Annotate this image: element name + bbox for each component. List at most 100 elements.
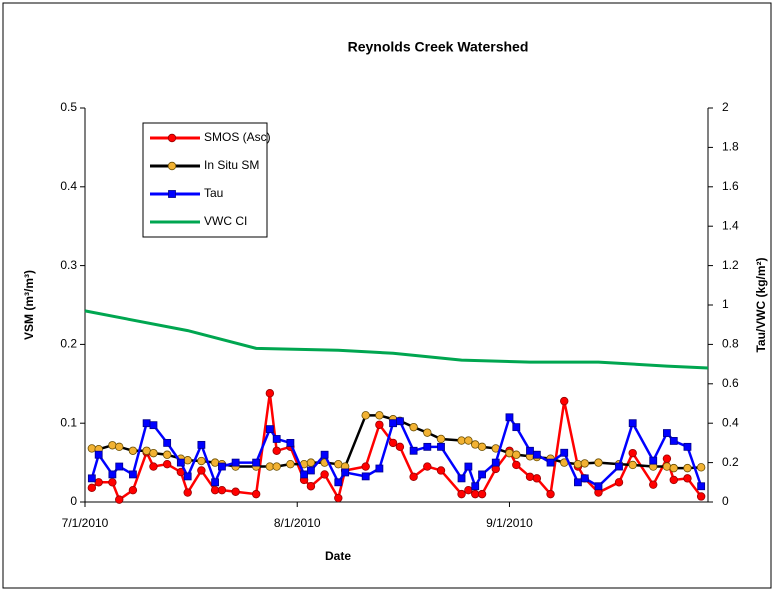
y2-tick-label: 0.8 bbox=[722, 337, 739, 351]
marker bbox=[334, 478, 343, 487]
marker bbox=[423, 442, 432, 451]
marker bbox=[375, 420, 384, 429]
marker bbox=[217, 485, 227, 495]
legend-label: In Situ SM bbox=[204, 158, 259, 172]
marker bbox=[300, 470, 308, 479]
chart-title: Reynolds Creek Watershed bbox=[348, 39, 529, 55]
marker bbox=[94, 450, 103, 459]
series-line bbox=[84, 309, 709, 370]
marker bbox=[696, 492, 706, 501]
marker bbox=[286, 438, 295, 447]
marker bbox=[252, 458, 261, 467]
marker bbox=[210, 458, 220, 467]
marker bbox=[649, 480, 658, 489]
marker bbox=[108, 478, 117, 487]
marker bbox=[628, 448, 637, 458]
marker bbox=[197, 440, 206, 449]
marker bbox=[696, 463, 706, 472]
marker bbox=[683, 474, 692, 483]
marker bbox=[477, 489, 487, 499]
marker bbox=[532, 450, 541, 459]
marker bbox=[663, 429, 671, 437]
marker bbox=[409, 472, 418, 481]
marker bbox=[183, 456, 192, 465]
marker bbox=[218, 462, 226, 471]
marker bbox=[286, 459, 295, 469]
marker bbox=[272, 435, 281, 443]
marker bbox=[108, 470, 117, 479]
marker bbox=[409, 422, 418, 432]
y2-tick-label: 1.2 bbox=[722, 258, 739, 272]
marker bbox=[628, 460, 637, 470]
marker bbox=[409, 446, 418, 455]
marker bbox=[396, 417, 404, 426]
marker bbox=[361, 462, 370, 471]
marker bbox=[546, 458, 555, 467]
marker bbox=[662, 462, 672, 471]
y2-tick-label: 2 bbox=[722, 100, 729, 114]
y-tick-label: 0.2 bbox=[60, 337, 77, 351]
marker bbox=[115, 442, 124, 452]
y-axis-label: VSM (m³/m³) bbox=[22, 270, 36, 340]
marker bbox=[628, 419, 637, 428]
marker bbox=[580, 459, 589, 468]
y2-axis-label: Tau/VWC (kg/m²) bbox=[754, 257, 768, 352]
marker bbox=[423, 462, 432, 471]
marker bbox=[464, 436, 473, 445]
marker bbox=[478, 470, 486, 479]
marker bbox=[505, 448, 514, 458]
x-tick-label: 7/1/2010 bbox=[62, 516, 109, 530]
marker bbox=[669, 437, 678, 445]
marker bbox=[683, 463, 692, 473]
marker bbox=[457, 489, 466, 499]
marker bbox=[375, 464, 384, 473]
marker bbox=[231, 487, 240, 496]
marker bbox=[697, 482, 706, 491]
marker bbox=[594, 482, 603, 491]
y-tick-label: 0.5 bbox=[60, 100, 77, 114]
x-axis-label: Date bbox=[325, 549, 351, 563]
marker bbox=[128, 485, 138, 495]
marker bbox=[162, 450, 172, 459]
y-tick-label: 0.1 bbox=[60, 415, 77, 429]
marker bbox=[683, 442, 692, 451]
marker bbox=[437, 442, 445, 451]
marker bbox=[388, 438, 398, 448]
marker bbox=[183, 488, 192, 497]
marker bbox=[251, 489, 261, 499]
marker bbox=[512, 423, 521, 432]
marker bbox=[272, 462, 281, 471]
marker bbox=[307, 466, 315, 475]
marker bbox=[491, 458, 500, 467]
marker bbox=[183, 472, 192, 481]
marker bbox=[231, 458, 240, 467]
marker bbox=[669, 463, 678, 473]
marker bbox=[395, 442, 405, 452]
y-tick-label: 0.3 bbox=[60, 258, 77, 272]
y2-tick-label: 0.4 bbox=[722, 415, 739, 429]
marker bbox=[163, 438, 172, 447]
marker bbox=[505, 413, 514, 422]
marker bbox=[320, 470, 329, 479]
marker bbox=[436, 434, 446, 444]
marker bbox=[526, 446, 534, 455]
marker bbox=[512, 450, 521, 459]
legend-marker bbox=[168, 190, 176, 198]
marker bbox=[423, 428, 432, 437]
x-tick-label: 8/1/2010 bbox=[274, 516, 321, 530]
marker bbox=[436, 466, 446, 475]
legend-label: VWC CI bbox=[204, 214, 247, 228]
x-tick-label: 9/1/2010 bbox=[486, 516, 533, 530]
marker bbox=[546, 489, 555, 499]
marker bbox=[129, 470, 137, 479]
marker bbox=[265, 425, 274, 434]
y2-tick-label: 0 bbox=[722, 494, 729, 508]
marker bbox=[87, 483, 97, 493]
marker bbox=[162, 459, 172, 469]
marker bbox=[128, 446, 138, 455]
marker bbox=[197, 466, 206, 475]
marker bbox=[375, 411, 384, 420]
marker bbox=[361, 472, 370, 481]
legend-marker bbox=[167, 133, 177, 143]
marker bbox=[614, 478, 624, 487]
